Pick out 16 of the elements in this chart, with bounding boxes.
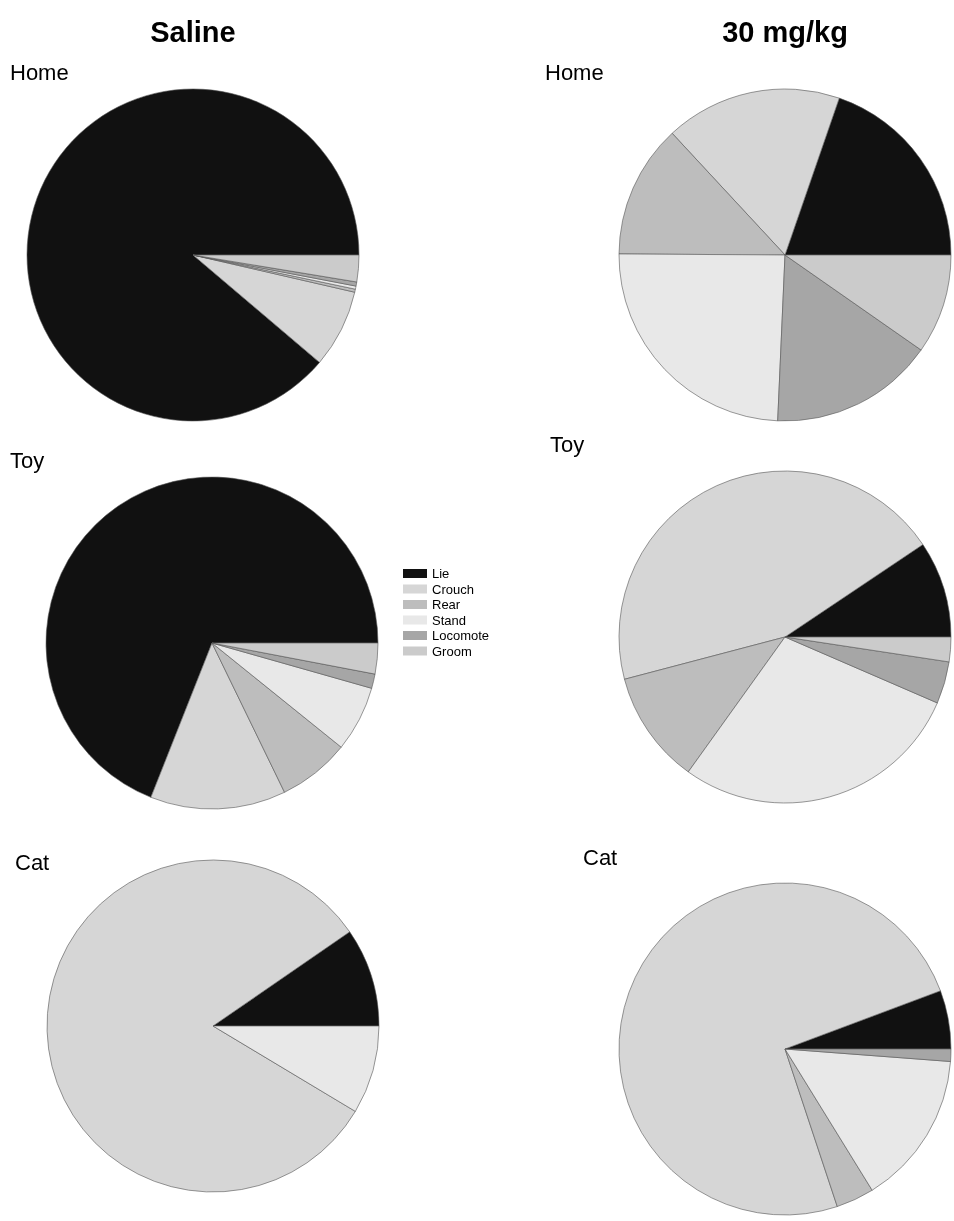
legend-label: Groom [432,643,472,659]
chart-title: Cat [15,850,50,875]
chart-title: Toy [10,448,45,473]
legend-label: Stand [432,612,466,628]
chart-title: Toy [550,432,585,457]
text: Saline [150,16,236,48]
pie-slice [26,88,360,422]
legend-label: Crouch [432,581,474,597]
chart-title: Home [10,60,69,85]
text: 30 mg/kg [722,16,848,48]
pie-slice [192,254,356,363]
legend-label: Rear [432,597,461,612]
chart-title: Home [545,60,604,85]
legend-label: Locomote [432,628,490,643]
legend-label: Lie [432,566,450,581]
chart-title: Cat [583,845,618,870]
